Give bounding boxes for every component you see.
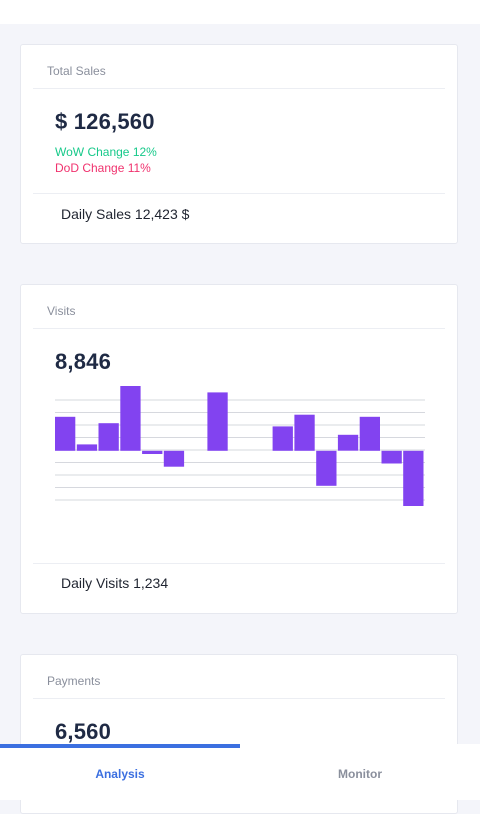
divider bbox=[33, 193, 445, 194]
chart-bar bbox=[142, 450, 163, 454]
card-title: Visits bbox=[47, 304, 76, 318]
wow-change: WoW Change 12% bbox=[55, 145, 157, 159]
divider bbox=[33, 698, 445, 699]
active-tab-indicator bbox=[0, 744, 240, 748]
visits-bar-chart bbox=[55, 386, 425, 506]
tab-analysis[interactable]: Analysis bbox=[95, 767, 145, 781]
visits-value: 8,846 bbox=[55, 349, 112, 374]
chart-bar bbox=[98, 423, 119, 451]
daily-visits: Daily Visits 1,234 bbox=[61, 575, 169, 591]
total-sales-card: Total Sales $ 126,560 WoW Change 12% DoD… bbox=[20, 44, 458, 244]
chart-bar bbox=[272, 426, 293, 451]
payments-value: 6,560 bbox=[55, 719, 112, 744]
card-title: Payments bbox=[47, 674, 101, 688]
chart-bar bbox=[55, 416, 76, 451]
divider bbox=[33, 328, 445, 329]
daily-sales: Daily Sales 12,423 $ bbox=[61, 206, 190, 222]
chart-bar bbox=[381, 450, 402, 464]
chart-bar bbox=[120, 386, 141, 451]
divider bbox=[33, 88, 445, 89]
top-bar bbox=[0, 0, 480, 24]
total-sales-value: $ 126,560 bbox=[55, 109, 155, 134]
chart-bar bbox=[359, 416, 380, 451]
chart-bar bbox=[337, 434, 359, 451]
dod-change: DoD Change 11% bbox=[55, 161, 151, 175]
visits-card: Visits 8,846 Daily Visits 1,234 bbox=[20, 284, 458, 614]
chart-bar bbox=[403, 450, 424, 506]
chart-bar bbox=[207, 392, 228, 451]
bottom-tab-bar: Analysis Monitor bbox=[0, 744, 480, 800]
divider bbox=[33, 563, 445, 564]
card-title: Total Sales bbox=[47, 64, 106, 78]
tab-monitor[interactable]: Monitor bbox=[338, 767, 382, 781]
chart-bar bbox=[76, 444, 98, 451]
chart-bar bbox=[294, 414, 315, 451]
chart-bar bbox=[316, 450, 337, 486]
chart-bar bbox=[163, 450, 185, 467]
